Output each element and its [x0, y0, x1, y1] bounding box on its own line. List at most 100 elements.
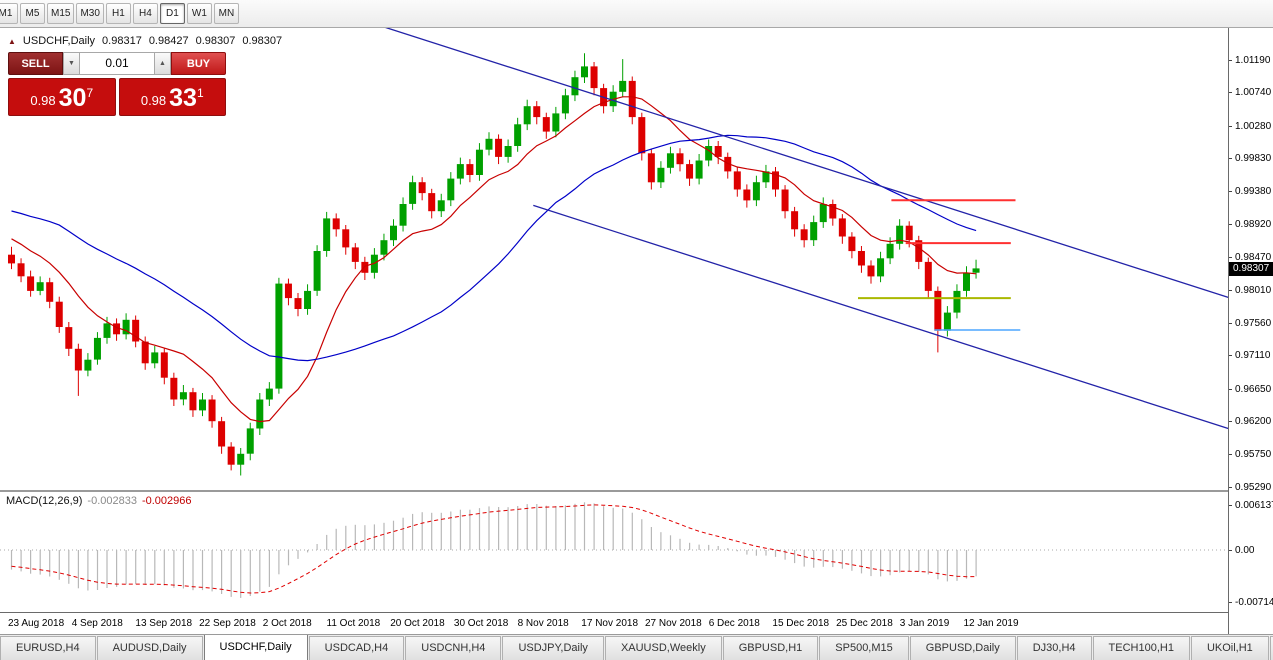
macd-axis-label: -0.007142 — [1235, 597, 1273, 609]
timeframe-button-w1[interactable]: W1 — [186, 3, 212, 24]
ohlc-low: 0.98307 — [195, 35, 236, 47]
candle-body — [313, 251, 321, 291]
timeframe-button-h4[interactable]: H4 — [132, 3, 158, 24]
chart-tab-tech100-h1[interactable]: TECH100,H1 — [1092, 636, 1190, 660]
time-axis-label: 6 Dec 2018 — [708, 618, 760, 629]
macd-axis-tick — [1229, 602, 1232, 604]
candle-body — [113, 323, 121, 335]
candle-body — [332, 218, 340, 230]
timeframe-button-h1[interactable]: H1 — [105, 3, 131, 24]
candle-body — [361, 261, 369, 273]
candle-body — [218, 421, 226, 447]
price-axis[interactable]: 1.01190 1.00740 1.00280 0.99830 0.99380 0.989… — [1228, 28, 1273, 634]
candle-body — [342, 229, 350, 248]
candle-body — [762, 171, 770, 183]
candle-body — [160, 352, 168, 378]
ohlc-close: 0.98307 — [242, 35, 283, 47]
candle-body — [781, 189, 789, 212]
time-axis-label: 25 Dec 2018 — [836, 618, 893, 629]
candle-body — [275, 283, 283, 389]
chart-tab-dj30-h4[interactable]: DJ30,H4 — [1016, 636, 1092, 660]
candle-body — [399, 204, 407, 226]
bid-pips: 30 — [58, 84, 87, 112]
candle-body — [561, 95, 569, 114]
chart-tab-sp500-m15[interactable]: SP500,M15 — [819, 636, 909, 660]
candle-body — [676, 153, 684, 165]
candle-body — [657, 167, 665, 183]
candle-body — [829, 204, 837, 219]
macd-axis-tick — [1229, 550, 1232, 551]
volume-decrease-button[interactable]: ▼ — [63, 52, 80, 75]
time-axis-label: 8 Nov 2018 — [517, 618, 569, 629]
sell-button[interactable]: SELL — [8, 52, 63, 75]
price-axis-label: 0.97110 — [1235, 350, 1271, 362]
timeframe-button-m5[interactable]: M5 — [20, 3, 45, 24]
candle-body — [714, 146, 722, 157]
price-axis-tick — [1229, 421, 1232, 423]
candle-body — [504, 146, 512, 157]
volume-increase-button[interactable]: ▲ — [154, 52, 171, 75]
timeframe-button-d1[interactable]: D1 — [159, 3, 185, 24]
volume-input[interactable]: 0.01 — [80, 52, 154, 75]
candle-body — [265, 388, 273, 400]
candle-body — [74, 348, 82, 371]
ask-price-display[interactable]: 0.98 33 1 — [118, 78, 226, 116]
chart-tab-gbpusd-daily[interactable]: GBPUSD,Daily — [909, 636, 1016, 660]
candle-body — [523, 106, 531, 125]
candle-body — [963, 272, 970, 291]
candle-body — [256, 399, 264, 429]
candle-body — [237, 453, 245, 465]
time-axis-label: 2 Oct 2018 — [262, 618, 312, 629]
panel-splitter[interactable] — [0, 490, 1228, 492]
buy-button[interactable]: BUY — [171, 52, 226, 75]
timeframe-button-mn[interactable]: MN — [213, 3, 239, 24]
candle-body — [27, 276, 35, 291]
candle-body — [666, 153, 674, 168]
price-axis-tick — [1229, 190, 1232, 192]
chart-tab-audusd-daily[interactable]: AUDUSD,Daily — [96, 636, 203, 660]
candle-body — [103, 323, 111, 338]
candle-body — [733, 171, 741, 190]
ask-pipette: 1 — [196, 86, 204, 100]
candle-body — [647, 153, 655, 183]
chart-tab-usdcnh-h4[interactable]: USDCNH,H4 — [405, 636, 502, 660]
time-axis-label: 3 Jan 2019 — [899, 618, 950, 629]
candle-body — [542, 117, 550, 132]
macd-panel[interactable]: MACD(12,26,9) -0.002833 -0.002966 — [0, 492, 1228, 612]
macd-chart — [0, 502, 1228, 598]
candle-body — [934, 290, 942, 331]
ma-fast-line — [11, 96, 977, 423]
chart-tab-gbpusd-h1[interactable]: GBPUSD,H1 — [722, 636, 819, 660]
candle-body — [485, 138, 493, 150]
price-axis-tick — [1229, 256, 1232, 258]
candle-body — [953, 290, 961, 313]
candle-body — [857, 251, 865, 266]
time-axis-label: 13 Sep 2018 — [135, 618, 193, 629]
chart-tab-usdjpy-daily[interactable]: USDJPY,Daily — [502, 636, 604, 660]
candle-body — [246, 428, 254, 454]
candle-body — [46, 282, 54, 302]
chart-tab-ukoil-h1[interactable]: UKOil,H1 — [1190, 636, 1269, 660]
macd-axis-label: 0.00 — [1235, 545, 1255, 556]
chart-tabs: EURUSD,H4 AUDUSD,Daily USDCHF,Daily USDCAD,… — [0, 634, 1273, 660]
price-axis-tick — [1229, 59, 1232, 61]
macd-indicator-label: MACD(12,26,9) -0.002833 -0.002966 — [6, 495, 192, 507]
time-axis-label: 23 Aug 2018 — [8, 618, 65, 629]
time-axis[interactable]: 23 Aug 2018 4 Sep 2018 13 Sep 2018 22 Sep 2… — [0, 612, 1228, 634]
timeframe-button-m1[interactable]: M1 — [0, 3, 18, 24]
chart-tab-eurusd-h4[interactable]: EURUSD,H4 — [0, 636, 96, 660]
candle-body — [390, 225, 397, 241]
bid-price-display[interactable]: 0.98 30 7 — [8, 78, 116, 116]
price-chart[interactable]: ▲ USDCHF,Daily 0.98317 0.98427 0.98307 0… — [0, 28, 1228, 490]
chart-tab-xauusd-weekly[interactable]: XAUUSD,Weekly — [604, 636, 722, 660]
candle-body — [65, 327, 73, 349]
chart-tab-usdcad-h4[interactable]: USDCAD,H4 — [308, 636, 405, 660]
timeframe-button-m30[interactable]: M30 — [76, 3, 104, 24]
chart-tab-u[interactable]: U — [1269, 636, 1273, 660]
price-axis-tick — [1229, 224, 1232, 226]
price-axis-tick — [1229, 92, 1232, 94]
chart-tab-usdchf-daily[interactable]: USDCHF,Daily — [203, 635, 308, 660]
one-click-collapse-icon[interactable]: ▲ — [8, 36, 16, 46]
timeframe-button-m15[interactable]: M15 — [47, 3, 75, 24]
macd-signal-line — [11, 504, 977, 594]
